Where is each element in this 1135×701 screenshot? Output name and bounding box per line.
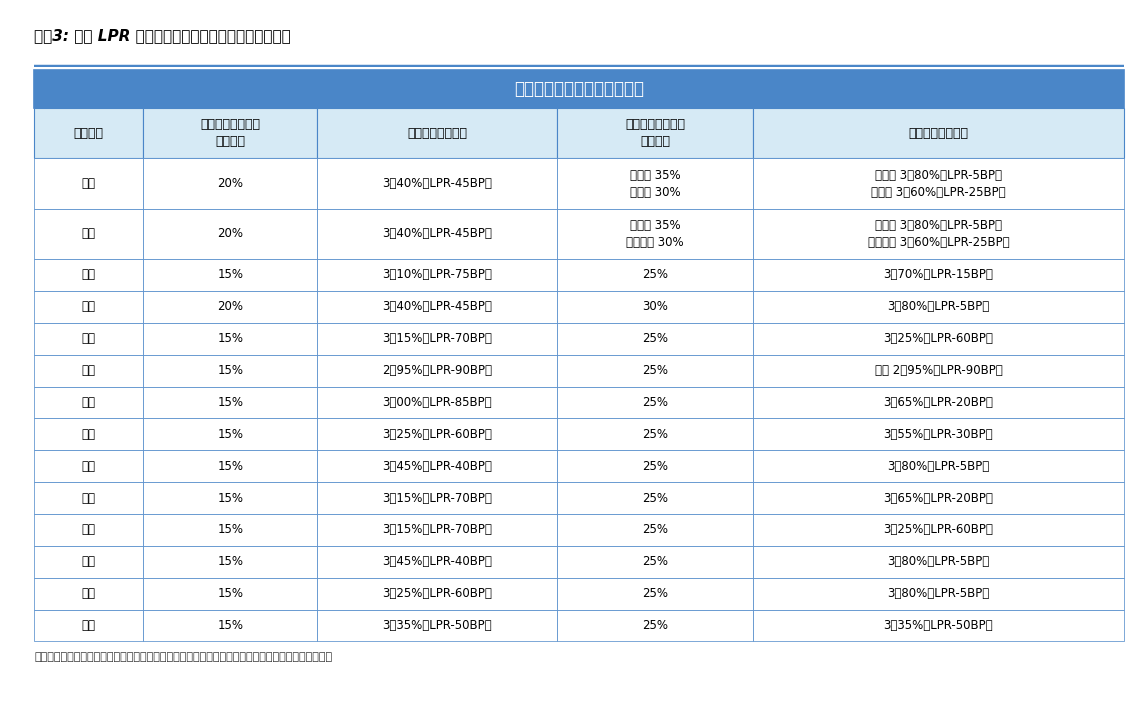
Text: 25%: 25%	[642, 587, 669, 600]
Text: 3．15%（LPR-70BP）: 3．15%（LPR-70BP）	[382, 491, 493, 505]
Text: 25%: 25%	[642, 428, 669, 441]
Text: 3．65%（LPR-20BP）: 3．65%（LPR-20BP）	[883, 396, 993, 409]
Text: 15%: 15%	[217, 524, 243, 536]
Text: 3．40%（LPR-45BP）: 3．40%（LPR-45BP）	[382, 300, 493, 313]
Text: 3．10%（LPR-75BP）: 3．10%（LPR-75BP）	[382, 268, 493, 282]
Text: 25%: 25%	[642, 396, 669, 409]
Text: 25%: 25%	[642, 332, 669, 345]
Text: 苏州: 苏州	[82, 396, 95, 409]
Text: 3．25%（LPR-60BP）: 3．25%（LPR-60BP）	[382, 428, 493, 441]
Text: 3．00%（LPR-85BP）: 3．00%（LPR-85BP）	[382, 396, 491, 409]
Text: 15%: 15%	[217, 491, 243, 505]
Text: 15%: 15%	[217, 268, 243, 282]
Text: 20%: 20%	[217, 227, 243, 240]
Text: 30%: 30%	[642, 300, 669, 313]
Text: 五环内 35%
五环外 30%: 五环内 35% 五环外 30%	[630, 168, 681, 198]
Text: 15%: 15%	[217, 460, 243, 472]
Text: 核心区 3．80%（LPR-5BP）
非核心区 3．60%（LPR-25BP）: 核心区 3．80%（LPR-5BP） 非核心区 3．60%（LPR-25BP）	[867, 219, 1009, 249]
Text: 15%: 15%	[217, 619, 243, 632]
Text: 广州: 广州	[82, 268, 95, 282]
Text: 3．65%（LPR-20BP）: 3．65%（LPR-20BP）	[883, 491, 993, 505]
Text: 3．80%（LPR-5BP）: 3．80%（LPR-5BP）	[888, 300, 990, 313]
Text: 15%: 15%	[217, 587, 243, 600]
Text: 房贷利率（首套）: 房贷利率（首套）	[407, 127, 468, 139]
Text: 3．35%（LPR-50BP）: 3．35%（LPR-50BP）	[382, 619, 491, 632]
Text: 合肥: 合肥	[82, 619, 95, 632]
Text: 城市名称: 城市名称	[74, 127, 103, 139]
Text: 重庆: 重庆	[82, 555, 95, 569]
Text: 部分 2．95%（LPR-90BP）: 部分 2．95%（LPR-90BP）	[875, 364, 1002, 377]
Text: 25%: 25%	[642, 524, 669, 536]
Text: 20%: 20%	[217, 300, 243, 313]
Text: 15%: 15%	[217, 364, 243, 377]
Text: 图表3: 本次 LPR 下调后，重点城市房贷利率及首付比例: 图表3: 本次 LPR 下调后，重点城市房贷利率及首付比例	[34, 28, 291, 43]
Text: 青岛: 青岛	[82, 491, 95, 505]
Text: 3．40%（LPR-45BP）: 3．40%（LPR-45BP）	[382, 227, 493, 240]
Text: 3．40%（LPR-45BP）: 3．40%（LPR-45BP）	[382, 177, 493, 190]
Text: 重点城市房贷利率及首付比例: 重点城市房贷利率及首付比例	[514, 80, 644, 98]
Text: 核心区 35%
非核心区 30%: 核心区 35% 非核心区 30%	[627, 219, 684, 249]
Text: 3．70%（LPR-15BP）: 3．70%（LPR-15BP）	[883, 268, 993, 282]
Text: 南京: 南京	[82, 364, 95, 377]
Text: 25%: 25%	[642, 460, 669, 472]
Text: 15%: 15%	[217, 555, 243, 569]
Text: 25%: 25%	[642, 491, 669, 505]
Text: 西安: 西安	[82, 460, 95, 472]
Text: 3．15%（LPR-70BP）: 3．15%（LPR-70BP）	[382, 524, 493, 536]
Text: 商贷最低首付比例
（二套）: 商贷最低首付比例 （二套）	[625, 118, 686, 149]
Text: 3．35%（LPR-50BP）: 3．35%（LPR-50BP）	[884, 619, 993, 632]
Text: 北京: 北京	[82, 177, 95, 190]
Text: 来源：各政府官网，南方都市报，凤凰网，钱江晚报，青岛新闻网，极目新闻，贝壳，国金证券研究所: 来源：各政府官网，南方都市报，凤凰网，钱江晚报，青岛新闻网，极目新闻，贝壳，国金…	[34, 652, 333, 662]
Text: 3．15%（LPR-70BP）: 3．15%（LPR-70BP）	[382, 332, 493, 345]
Text: 25%: 25%	[642, 364, 669, 377]
Text: 成都: 成都	[82, 428, 95, 441]
Text: 20%: 20%	[217, 177, 243, 190]
Text: 3．80%（LPR-5BP）: 3．80%（LPR-5BP）	[888, 460, 990, 472]
Text: 25%: 25%	[642, 619, 669, 632]
Text: 五环内 3．80%（LPR-5BP）
五环外 3．60%（LPR-25BP）: 五环内 3．80%（LPR-5BP） 五环外 3．60%（LPR-25BP）	[871, 168, 1006, 198]
Text: 3．45%（LPR-40BP）: 3．45%（LPR-40BP）	[382, 555, 493, 569]
Text: 武汉: 武汉	[82, 524, 95, 536]
Text: 3．25%（LPR-60BP）: 3．25%（LPR-60BP）	[883, 524, 993, 536]
Text: 3．45%（LPR-40BP）: 3．45%（LPR-40BP）	[382, 460, 493, 472]
Text: 深圳: 深圳	[82, 300, 95, 313]
Text: 房贷利率（二套）: 房贷利率（二套）	[908, 127, 968, 139]
Text: 25%: 25%	[642, 268, 669, 282]
Text: 3．55%（LPR-30BP）: 3．55%（LPR-30BP）	[884, 428, 993, 441]
Text: 杭州: 杭州	[82, 332, 95, 345]
Text: 3．80%（LPR-5BP）: 3．80%（LPR-5BP）	[888, 555, 990, 569]
Text: 商贷最低首付比例
（首套）: 商贷最低首付比例 （首套）	[200, 118, 260, 149]
Text: 天津: 天津	[82, 587, 95, 600]
Text: 上海: 上海	[82, 227, 95, 240]
Text: 3．25%（LPR-60BP）: 3．25%（LPR-60BP）	[382, 587, 493, 600]
Text: 3．25%（LPR-60BP）: 3．25%（LPR-60BP）	[883, 332, 993, 345]
Text: 15%: 15%	[217, 428, 243, 441]
Text: 25%: 25%	[642, 555, 669, 569]
Text: 15%: 15%	[217, 396, 243, 409]
Text: 15%: 15%	[217, 332, 243, 345]
Text: 3．80%（LPR-5BP）: 3．80%（LPR-5BP）	[888, 587, 990, 600]
Text: 2．95%（LPR-90BP）: 2．95%（LPR-90BP）	[382, 364, 493, 377]
